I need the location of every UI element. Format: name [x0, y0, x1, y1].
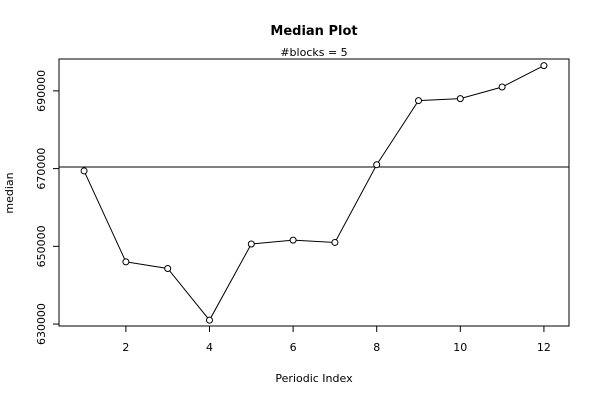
y-axis: 630000 650000 670000 690000 [35, 70, 59, 345]
y-tick-label: 670000 [35, 148, 48, 190]
data-points [80, 62, 548, 324]
y-tick-label: 690000 [35, 70, 48, 112]
series-line [83, 65, 545, 322]
data-point [331, 238, 339, 246]
data-point [122, 258, 130, 266]
data-point [289, 236, 297, 244]
x-tick-label: 4 [206, 341, 213, 354]
x-tick-label: 8 [373, 341, 380, 354]
x-tick-label: 2 [122, 341, 129, 354]
data-point [164, 264, 172, 272]
chart-title: Median Plot [270, 24, 357, 39]
data-point [247, 240, 255, 248]
y-tick-label: 630000 [35, 303, 48, 345]
plot-frame [58, 58, 570, 327]
x-axis: 2 4 6 8 10 12 [122, 326, 551, 354]
data-point [540, 62, 548, 70]
data-point [373, 161, 381, 169]
chart-subtitle: #blocks = 5 [280, 46, 347, 59]
data-point [205, 316, 213, 324]
x-tick-label: 12 [537, 341, 551, 354]
data-point [415, 97, 423, 105]
data-point [80, 167, 88, 175]
y-axis-label: median [3, 172, 16, 213]
data-point [498, 83, 506, 91]
y-tick-label: 650000 [35, 225, 48, 267]
x-axis-label: Periodic Index [275, 372, 353, 385]
data-point [456, 95, 464, 103]
x-tick-label: 6 [290, 341, 297, 354]
x-tick-label: 10 [453, 341, 467, 354]
